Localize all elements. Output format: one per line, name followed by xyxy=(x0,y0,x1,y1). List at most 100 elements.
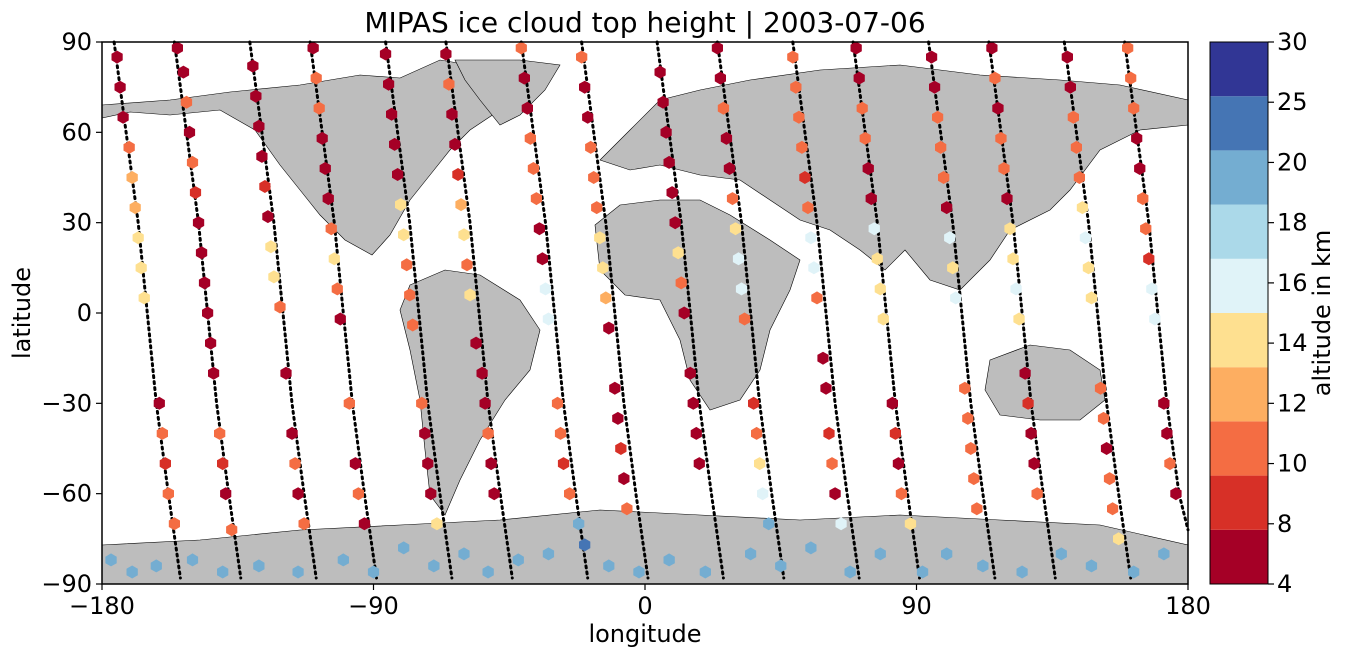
cloud-point-227 xyxy=(1143,252,1155,266)
cloud-point-203 xyxy=(1028,457,1040,471)
cloud-point-212 xyxy=(1082,261,1095,275)
cloud-point-195 xyxy=(1001,192,1013,206)
cloud-point-112 xyxy=(603,321,615,335)
colorbar-band-7 xyxy=(1210,150,1268,205)
cloud-point-50 xyxy=(325,222,337,236)
cloud-point-47 xyxy=(316,131,328,145)
cloud-point-143 xyxy=(754,457,766,471)
cloud-point-247 xyxy=(512,553,524,567)
cloud-point-12 xyxy=(162,487,174,501)
cloud-point-238 xyxy=(217,565,229,579)
cloud-point-55 xyxy=(349,457,361,471)
cloud-point-14 xyxy=(171,41,183,55)
cloud-point-43 xyxy=(298,517,310,531)
colorbar-bands xyxy=(1210,42,1268,584)
cloud-point-237 xyxy=(186,553,199,567)
cloud-point-137 xyxy=(729,222,742,236)
cloud-point-21 xyxy=(195,246,208,260)
cloud-point-92 xyxy=(527,162,539,175)
plot-area xyxy=(101,40,1190,585)
colorbar: 4 8 10 12 14 16 18 20 25 30 altitude in km xyxy=(1209,28,1336,598)
cloud-point-189 xyxy=(971,502,983,516)
cloud-point-42 xyxy=(292,487,304,501)
africa-landmass xyxy=(594,199,801,411)
cloud-point-95 xyxy=(536,252,549,266)
orbit-track-4 xyxy=(384,40,454,580)
cloud-point-131 xyxy=(711,41,723,55)
cloud-point-13 xyxy=(168,517,180,531)
cloud-point-225 xyxy=(1137,192,1149,206)
cloud-point-256 xyxy=(805,541,817,555)
cloud-point-222 xyxy=(1128,101,1140,115)
cloud-point-240 xyxy=(292,565,304,579)
cloud-point-146 xyxy=(787,50,799,64)
cloud-point-205 xyxy=(1061,50,1073,64)
cloud-point-125 xyxy=(675,276,687,290)
cloud-point-5 xyxy=(129,201,141,215)
cloud-point-243 xyxy=(398,541,410,555)
cloud-point-134 xyxy=(720,131,733,145)
cloud-point-229 xyxy=(1149,312,1161,326)
cloud-point-144 xyxy=(757,487,769,501)
cloud-point-100 xyxy=(557,457,570,471)
cloud-point-235 xyxy=(126,565,138,579)
cloud-point-86 xyxy=(485,457,497,471)
x-tick-label-4: 180 xyxy=(1165,592,1211,620)
y-tick-label-4: 30 xyxy=(61,209,92,237)
cloud-point-91 xyxy=(524,131,536,145)
cloud-point-207 xyxy=(1067,110,1079,124)
cloud-point-211 xyxy=(1079,231,1092,245)
cloud-point-159 xyxy=(829,487,841,501)
x-tick-label-0: −180 xyxy=(69,592,135,620)
cloud-point-199 xyxy=(1013,312,1025,326)
cloud-point-128 xyxy=(687,396,699,410)
cloud-point-264 xyxy=(1085,559,1098,573)
cloud-point-99 xyxy=(554,426,567,440)
cloud-point-68 xyxy=(416,396,428,410)
cloud-point-16 xyxy=(180,95,193,109)
cloud-point-147 xyxy=(790,80,802,94)
colorbar-tick-label-3: 12 xyxy=(1277,389,1308,417)
orbit-track-2 xyxy=(248,40,318,580)
cloud-point-17 xyxy=(183,125,196,139)
cloud-point-71 xyxy=(425,487,437,501)
cloud-point-162 xyxy=(853,71,865,85)
cloud-point-79 xyxy=(458,228,470,242)
cloud-point-116 xyxy=(618,472,630,486)
colorbar-tick-label-9: 30 xyxy=(1277,28,1308,56)
cloud-point-258 xyxy=(874,547,886,561)
cloud-point-118 xyxy=(654,65,666,79)
colorbar-band-3 xyxy=(1210,367,1268,422)
colorbar-tick-label-7: 20 xyxy=(1277,148,1308,176)
cloud-point-51 xyxy=(328,252,340,266)
cloud-point-244 xyxy=(428,559,440,573)
cloud-point-184 xyxy=(950,291,962,305)
cloud-point-97 xyxy=(542,312,555,326)
cloud-point-221 xyxy=(1125,71,1137,85)
y-tick-label-2: −30 xyxy=(41,389,92,417)
cloud-point-208 xyxy=(1070,140,1082,154)
y-axis-label: latitude xyxy=(8,267,36,359)
colorbar-band-1 xyxy=(1210,475,1268,530)
cloud-point-96 xyxy=(539,282,552,296)
cloud-point-64 xyxy=(398,228,410,242)
australia-landmass xyxy=(984,344,1106,421)
cloud-point-83 xyxy=(476,366,488,380)
cloud-point-84 xyxy=(479,396,491,410)
cloud-point-183 xyxy=(947,261,959,275)
cloud-point-1 xyxy=(114,80,126,94)
cloud-point-209 xyxy=(1073,171,1085,184)
colorbar-frame xyxy=(1209,41,1269,585)
cloud-point-213 xyxy=(1085,291,1098,305)
x-tick-label-1: −90 xyxy=(348,592,399,620)
cloud-point-201 xyxy=(1022,396,1034,410)
orbit-track-7 xyxy=(580,40,650,580)
cloud-point-36 xyxy=(265,240,277,254)
cloud-point-250 xyxy=(603,559,615,573)
cloud-point-120 xyxy=(660,125,672,139)
cloud-point-261 xyxy=(977,559,989,573)
cloud-point-33 xyxy=(256,149,268,163)
cloud-point-18 xyxy=(186,155,199,169)
cloud-point-111 xyxy=(600,291,612,305)
cloud-point-248 xyxy=(542,547,555,561)
